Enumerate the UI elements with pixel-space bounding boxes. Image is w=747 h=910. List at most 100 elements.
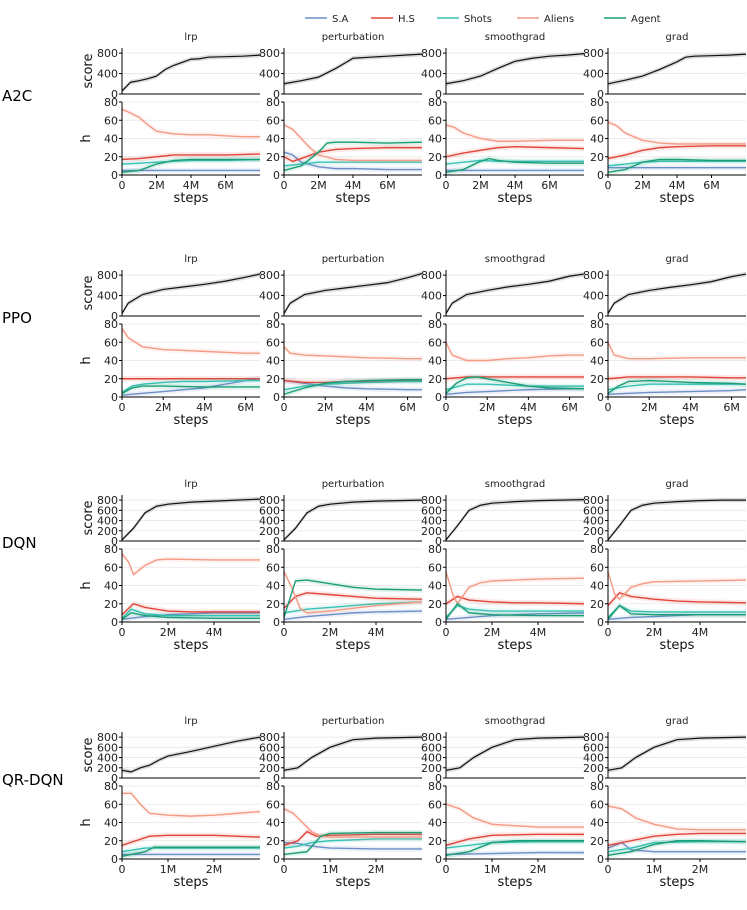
score-ytick-label: 400 [421,752,442,765]
score-ytick-label: 200 [421,762,442,775]
series-line-H.S [121,834,261,846]
h-ytick-label: 40 [428,133,442,146]
series-line-H.S [445,595,585,605]
score-line [283,499,423,541]
score-ytick-label: 200 [259,525,280,538]
panel-title: perturbation [322,716,385,727]
h-ytick-label: 40 [428,355,442,368]
h-ytick-label: 60 [266,336,280,349]
legend-label-1: H.S [398,14,415,25]
h-ytick-label: 40 [590,355,604,368]
series-line-Aliens [283,346,422,360]
score-ytick-label: 600 [259,741,280,754]
score-ytick-label: 800 [97,47,118,60]
series-line-Agent [607,604,746,620]
h-ytick-label: 0 [273,853,280,866]
h-ytick-label: 80 [266,96,280,109]
xtick-label: 0 [605,626,612,639]
score-ytick-label: 400 [259,752,280,765]
x-axis-label: steps [174,875,209,890]
xtick-label: 2M [530,863,547,876]
score-line [121,54,261,92]
h-ytick-label: 20 [104,151,118,164]
h-ytick-label: 60 [266,798,280,811]
score-band [122,52,260,94]
xtick-label: 0 [119,401,126,414]
h-axis-label: h [79,581,94,589]
xtick-label: 2M [160,626,177,639]
xtick-label: 4M [368,626,385,639]
score-line [445,736,585,771]
series-band-H.S [446,831,584,849]
series-band-Agent [446,601,584,622]
series-line-H.S [607,376,746,380]
series-line-Agent [283,831,422,856]
series-line-S.A [445,851,584,856]
xtick-label: 6M [561,401,578,414]
h-ytick-label: 0 [435,391,442,404]
series-band-Shots [608,838,746,855]
score-ytick-label: 0 [435,772,442,785]
panel-title: lrp [184,32,197,43]
score-ytick-label: 400 [97,752,118,765]
series-band-H.S [122,601,260,618]
h-ytick-label: 0 [273,391,280,404]
h-ytick-label: 80 [428,780,442,793]
xtick-label: 4M [682,401,699,414]
xtick-label: 2M [634,179,651,192]
legend-label-2: Shots [464,14,492,25]
h-ytick-label: 80 [266,543,280,556]
x-axis-label: steps [660,191,695,206]
series-band-H.S [608,830,746,849]
score-ytick-label: 600 [583,504,604,517]
series-band-Shots [284,836,422,851]
series-line-Aliens [445,803,584,828]
score-line [283,736,423,771]
h-ytick-label: 60 [428,336,442,349]
h-ytick-label: 0 [435,853,442,866]
series-line-Aliens [283,124,422,162]
series-band-Aliens [608,339,746,362]
h-ytick-label: 20 [266,373,280,386]
score-ytick-label: 200 [259,762,280,775]
xtick-label: 0 [119,626,126,639]
h-axis-label: h [79,134,94,142]
xtick-label: 0 [281,626,288,639]
h-ytick-label: 0 [273,616,280,629]
xtick-label: 4M [206,626,223,639]
xtick-label: 4M [345,179,362,192]
h-ytick-label: 40 [266,133,280,146]
score-ytick-label: 400 [259,68,280,81]
score-band [446,734,584,773]
h-ytick-label: 80 [428,96,442,109]
series-band-Agent [446,838,584,859]
xtick-label: 2M [646,626,663,639]
h-ytick-label: 40 [266,817,280,830]
score-line [607,736,747,771]
x-axis-label: steps [336,191,371,206]
series-line-S.A [607,389,747,395]
xtick-label: 6M [703,179,720,192]
h-ytick-label: 60 [104,561,118,574]
score-band [608,734,746,773]
score-band [284,51,422,87]
score-line [607,53,747,85]
h-ytick-label: 40 [104,133,118,146]
h-ytick-label: 20 [590,373,604,386]
panel-title: smoothgrad [485,716,545,727]
h-ytick-label: 60 [428,114,442,127]
score-ytick-label: 400 [583,515,604,528]
h-ytick-label: 20 [266,151,280,164]
series-line-S.A [283,610,423,620]
series-line-S.A [283,841,422,850]
series-line-Agent [607,379,747,394]
h-ytick-label: 60 [590,114,604,127]
series-band-Aliens [284,344,422,362]
score-ytick-label: 0 [273,88,280,101]
h-ytick-label: 80 [428,318,442,331]
x-axis-label: steps [498,875,533,890]
